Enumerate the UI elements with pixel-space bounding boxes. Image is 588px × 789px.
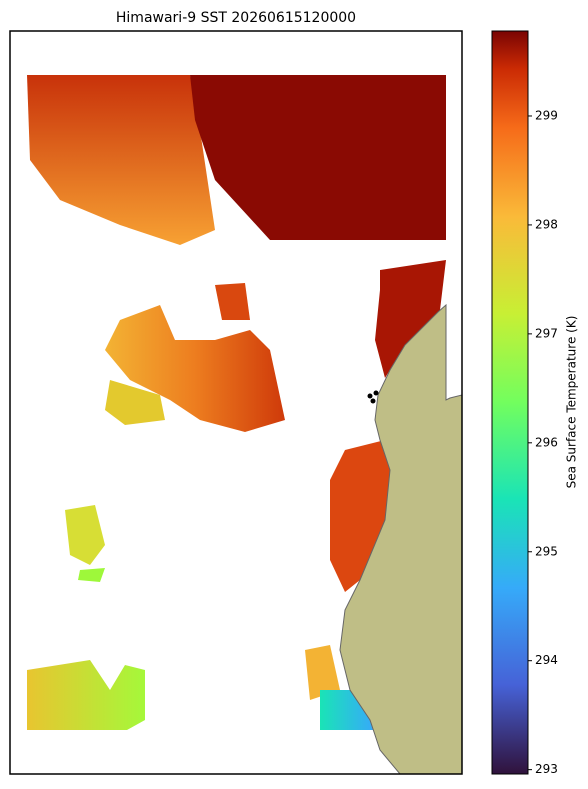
sst-patch <box>105 380 165 425</box>
colorbar-tick-label: 296 <box>535 435 558 449</box>
colorbar-label: Sea Surface Temperature (K) <box>565 316 579 489</box>
sst-patch <box>27 660 145 730</box>
sst-patch <box>105 305 285 432</box>
colorbar-tick-label: 295 <box>535 544 558 558</box>
colorbar-tick-label: 294 <box>535 653 558 667</box>
sst-patch <box>375 260 446 378</box>
colorbar-tick-label: 293 <box>535 762 558 776</box>
sst-patch <box>305 645 340 700</box>
marker <box>367 393 373 399</box>
map-frame <box>9 30 463 775</box>
colorbar-tick-label: 297 <box>535 326 558 340</box>
colorbar-tick-label: 299 <box>535 108 558 122</box>
map-title: Himawari-9 SST 20260615120000 <box>116 10 356 26</box>
marker <box>370 398 376 404</box>
sst-patch <box>78 568 105 582</box>
sst-patch <box>65 505 105 565</box>
sst-patch <box>215 283 250 320</box>
colorbar <box>491 30 529 775</box>
sst-patch <box>27 75 215 245</box>
land <box>339 303 462 774</box>
colorbar-ticks: 293 294 295 296 297 298 299 <box>528 108 558 776</box>
colorbar-tick-label: 298 <box>535 217 558 231</box>
sst-patch <box>190 75 446 240</box>
marker <box>373 390 379 396</box>
sst-field <box>27 75 462 774</box>
sst-patch <box>330 440 392 592</box>
